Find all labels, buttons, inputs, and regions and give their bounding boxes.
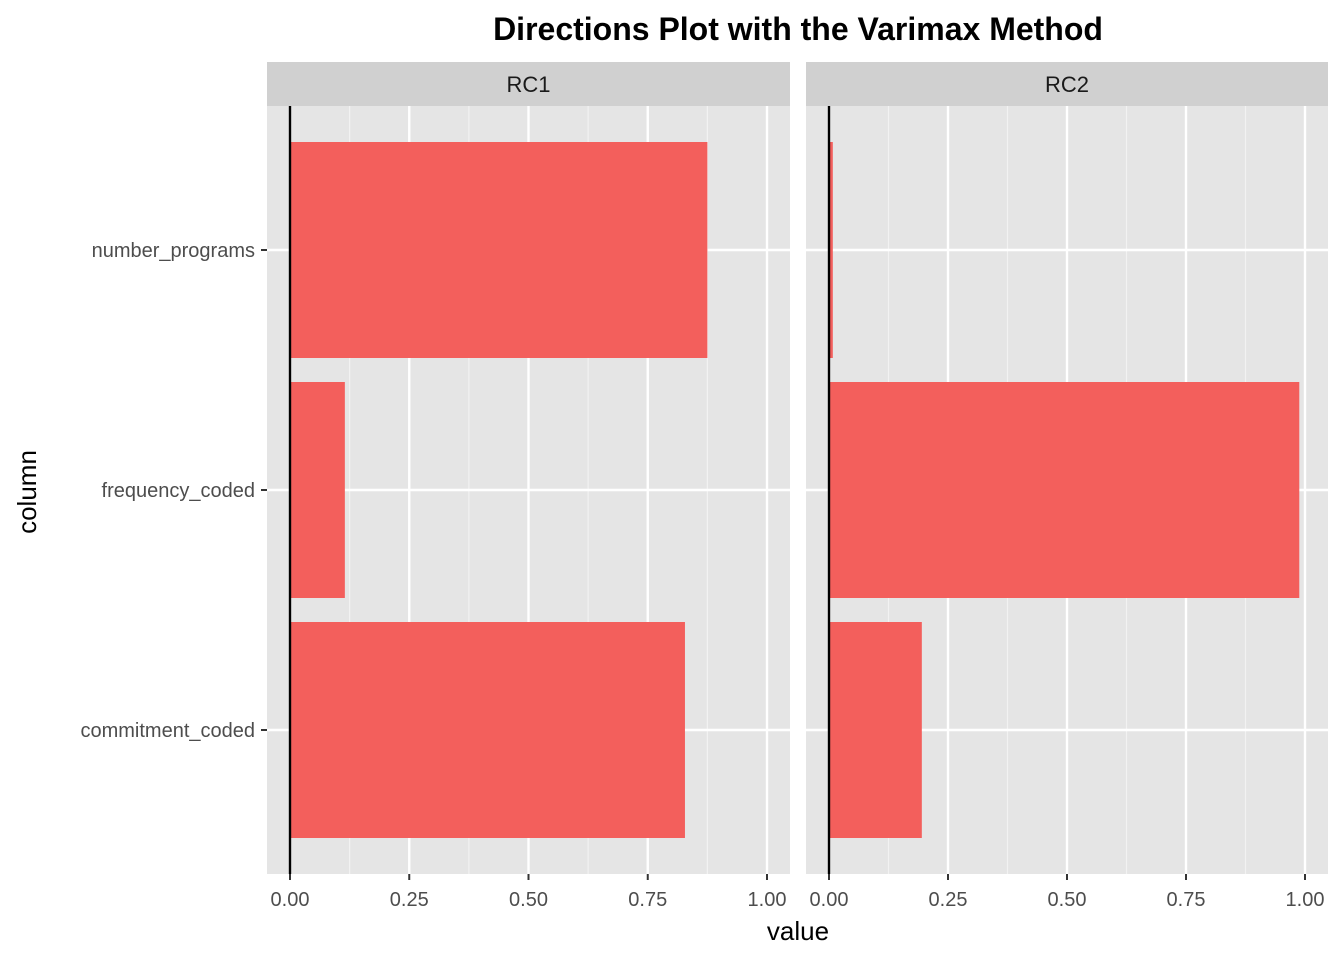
bar-frequency-coded xyxy=(829,382,1300,598)
x-tick-label: 0.75 xyxy=(1167,889,1206,911)
facet-strip-label: RC2 xyxy=(1045,72,1089,97)
x-tick-label: 0.25 xyxy=(929,889,968,911)
y-axis: number_programs frequency_coded commitment… xyxy=(80,240,267,742)
y-tick-label: commitment_coded xyxy=(80,720,255,742)
facet-panel-rc2: RC2 0.00 0.25 0.50 0.75 1.00 xyxy=(806,62,1328,911)
x-tick-label: 0.00 xyxy=(810,889,849,911)
chart-title: Directions Plot with the Varimax Method xyxy=(493,11,1103,47)
y-axis-title: column xyxy=(12,450,42,534)
bar-number-programs xyxy=(829,142,833,358)
facet-strip-label: RC1 xyxy=(506,72,550,97)
x-tick-label: 0.50 xyxy=(1048,889,1087,911)
bar-number-programs xyxy=(290,142,708,358)
y-tick-label: frequency_coded xyxy=(102,480,255,502)
x-axis-title: value xyxy=(767,916,829,946)
x-tick-label: 1.00 xyxy=(1286,889,1325,911)
x-tick-label: 0.75 xyxy=(628,889,667,911)
x-tick-label: 0.50 xyxy=(509,889,548,911)
facet-strip xyxy=(267,62,790,106)
x-tick-label: 0.00 xyxy=(271,889,310,911)
x-tick-label: 0.25 xyxy=(390,889,429,911)
bar-commitment-coded xyxy=(829,622,922,838)
x-tick-label: 1.00 xyxy=(748,889,787,911)
bar-commitment-coded xyxy=(290,622,685,838)
bar-frequency-coded xyxy=(290,382,345,598)
facet-strip xyxy=(806,62,1328,106)
facet-panels: RC1 0.00 0.25 0.50 0.75 1.00 RC2 0.00 0.25 0.50 0.… xyxy=(267,62,1328,911)
y-tick-label: number_programs xyxy=(92,240,255,262)
facet-panel-rc1: RC1 0.00 0.25 0.50 0.75 1.00 xyxy=(267,62,790,911)
